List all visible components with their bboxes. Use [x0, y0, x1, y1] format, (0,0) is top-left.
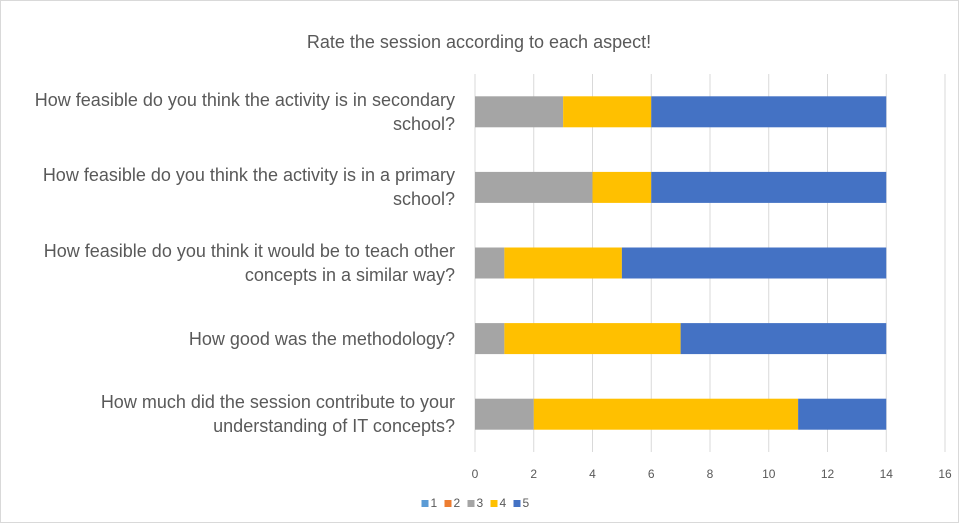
legend-label: 2 [454, 496, 461, 510]
x-tick-label: 12 [821, 467, 835, 481]
x-tick-label: 16 [938, 467, 952, 481]
x-tick-label: 2 [530, 467, 537, 481]
bar-segment [592, 171, 652, 203]
legend-label: 4 [500, 496, 507, 510]
bar-segment [475, 398, 534, 430]
bar-segment [798, 398, 887, 430]
category-label: How good was the methodology? [188, 328, 455, 349]
x-tick-label: 8 [707, 467, 714, 481]
category-label: How feasible do you think the activity i… [42, 165, 455, 210]
bar-segment [504, 247, 622, 279]
bar-segment [475, 96, 564, 128]
legend-swatch [467, 500, 475, 507]
x-tick-label: 10 [762, 467, 776, 481]
bar-segment [533, 398, 799, 430]
bar-segment [475, 247, 505, 279]
bar-segment [651, 171, 887, 203]
x-tick-label: 4 [589, 467, 596, 481]
x-tick-label: 0 [472, 467, 479, 481]
bar-segment [504, 323, 681, 355]
bar-segment [563, 96, 652, 128]
bar-segment [621, 247, 887, 279]
legend-swatch [444, 500, 452, 507]
category-label: How feasible do you think it would be to… [43, 241, 455, 285]
x-tick-label: 6 [648, 467, 655, 481]
legend-label: 3 [477, 496, 484, 510]
category-label: How feasible do you think the activity i… [34, 89, 455, 134]
legend-swatch [513, 500, 521, 507]
bar-segment [680, 323, 887, 355]
legend-swatch [421, 500, 429, 507]
category-label: How much did the session contribute to y… [100, 392, 455, 437]
bar-segment [475, 323, 505, 355]
bar-segment [475, 171, 593, 203]
legend-label: 1 [431, 496, 438, 510]
chart-title: Rate the session according to each aspec… [307, 32, 651, 52]
legend-swatch [490, 500, 498, 507]
bar-segment [651, 96, 887, 128]
x-tick-label: 14 [880, 467, 894, 481]
legend-label: 5 [523, 496, 530, 510]
